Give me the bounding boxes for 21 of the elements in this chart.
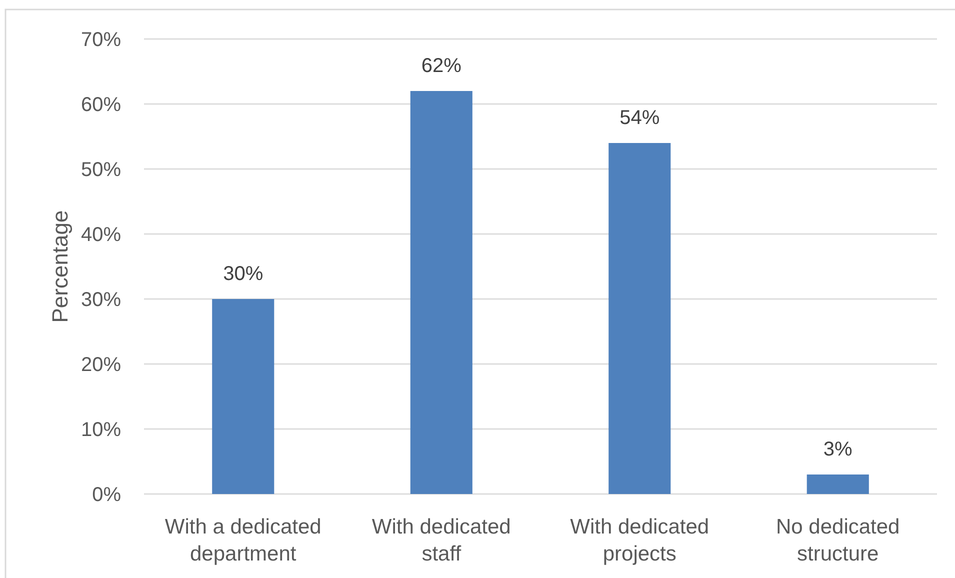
bar: [410, 91, 472, 494]
x-tick-label: With dedicated projects: [570, 515, 710, 566]
y-tick-label: 0%: [92, 484, 122, 506]
y-tick-label: 30%: [80, 289, 122, 311]
bar: [608, 143, 671, 494]
y-tick-label: 10%: [80, 419, 122, 441]
y-tick-label: 50%: [80, 159, 122, 181]
y-tick-label: 70%: [80, 29, 122, 51]
bar: [212, 299, 274, 494]
x-tick-label: No dedicated structure: [776, 515, 900, 566]
data-label: 30%: [223, 263, 264, 285]
y-tick-label: 60%: [80, 94, 122, 116]
bar: [806, 474, 869, 494]
data-label: 62%: [421, 55, 462, 77]
data-label: 54%: [620, 107, 660, 129]
data-label: 3%: [823, 438, 853, 460]
x-tick-label: With a dedicated department: [164, 515, 322, 566]
y-tick-label: 20%: [80, 354, 122, 376]
x-tick-label: With dedicated staff: [372, 515, 511, 566]
y-axis-title: Percentage: [48, 210, 73, 323]
y-tick-label: 40%: [80, 224, 122, 246]
